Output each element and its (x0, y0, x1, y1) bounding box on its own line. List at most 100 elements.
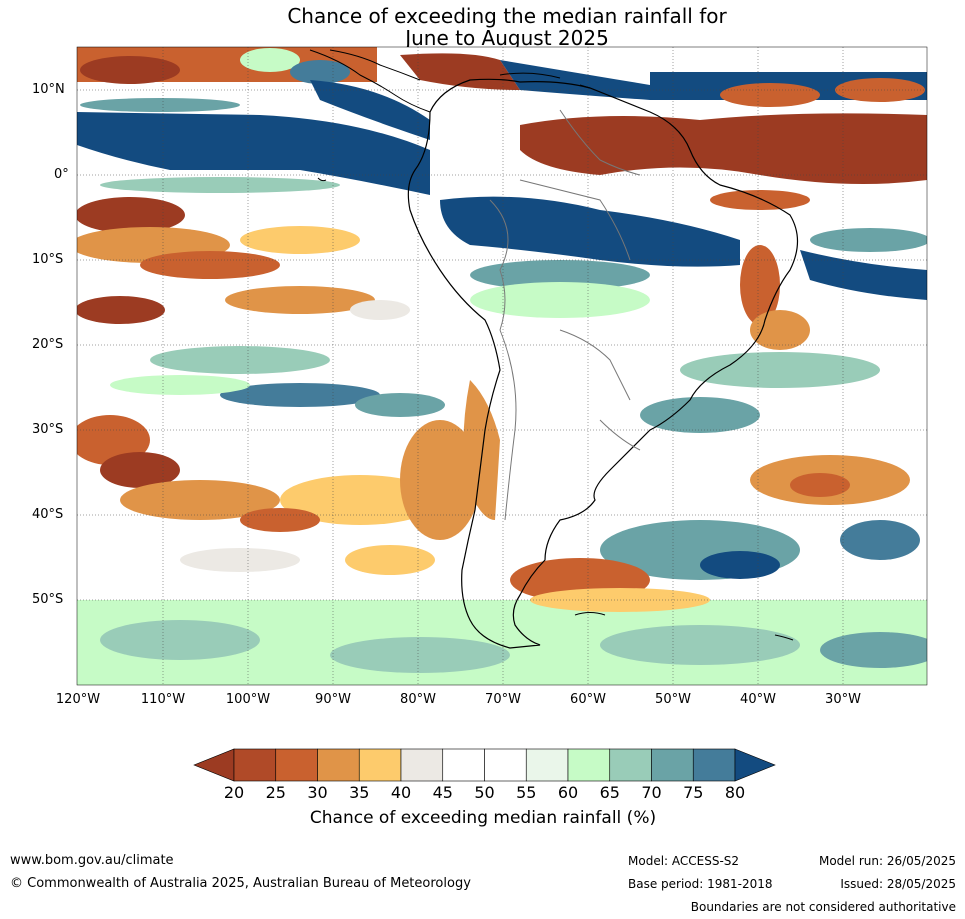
region-atlantic-north-brown-2 (835, 78, 925, 102)
lon-label-100w: 100°W (225, 692, 271, 707)
region-south-atlantic-blue (700, 551, 780, 579)
colorbar-label: Chance of exceeding median rainfall (%) (309, 808, 657, 828)
colorbar-tick-label: 25 (265, 783, 286, 802)
lon-label-30w: 30°W (825, 692, 861, 707)
region-south-teal-4 (820, 632, 927, 668)
website-link[interactable]: www.bom.gov.au/climate (10, 853, 174, 868)
lon-label-70w: 70°W (485, 692, 521, 707)
caribbean-islands (499, 72, 591, 89)
region-south-pacific-orange-2 (280, 475, 440, 525)
boundaries-disclaimer: Boundaries are not considered authoritat… (690, 900, 956, 914)
region-south-atlantic-brown (790, 473, 850, 497)
region-south-pacific-orange-1 (120, 480, 280, 520)
region-atlantic-blue (800, 250, 927, 300)
lon-label-110w: 110°W (140, 692, 186, 707)
lon-label-120w: 120°W (55, 692, 101, 707)
region-equatorial-blue-band (77, 112, 430, 195)
lat-label-10s: 10°S (32, 252, 64, 267)
region-north-green (240, 48, 300, 72)
lon-label-90w: 90°W (315, 692, 351, 707)
colorbar-segment (525, 748, 569, 782)
copyright-text: © Commonwealth of Australia 2025, Austra… (10, 876, 471, 891)
colorbar-extend-high (734, 748, 776, 782)
colorbar-tick-label: 30 (307, 783, 328, 802)
region-north-pacific-dark (80, 56, 180, 84)
lat-label-0: 0° (54, 167, 69, 182)
region-amazon-blue (440, 196, 740, 267)
colorbar-extend-low (193, 748, 235, 782)
colorbar (193, 748, 776, 782)
colorbar-tick-label: 20 (223, 783, 245, 802)
colorbar-tick-label: 55 (516, 783, 537, 802)
colorbar-tick-label: 60 (557, 783, 579, 802)
lat-label-20s: 20°S (32, 337, 64, 352)
falkland-islands (574, 612, 606, 616)
colorbar-segment (275, 748, 318, 782)
colorbar-tick-label: 45 (432, 783, 453, 802)
lon-label-80w: 80°W (400, 692, 436, 707)
region-caribbean-blue (500, 60, 650, 100)
region-amazon-green (470, 282, 650, 318)
region-south-pacific-brown-3 (240, 508, 320, 532)
region-chile-orange (463, 380, 500, 520)
lon-label-40w: 40°W (740, 692, 776, 707)
colorbar-segment (484, 748, 527, 782)
colorbar-tick-label: 80 (724, 783, 746, 802)
region-pacific-green-1 (110, 375, 250, 395)
country-borders (489, 109, 641, 521)
map-frame (76, 46, 928, 686)
issued-date: Issued: 28/05/2025 (840, 877, 956, 891)
colorbar-segment (609, 748, 652, 782)
region-south-atlantic-teal-1 (680, 352, 880, 388)
region-south-pacific-orange-3 (400, 420, 480, 540)
model-run-date: Model run: 26/05/2025 (818, 854, 956, 868)
colorbar-tick-label: 70 (641, 783, 662, 802)
colorbar-segment (651, 748, 694, 782)
grid-lines (77, 47, 927, 685)
colorbar-tick-label: 50 (474, 783, 495, 802)
region-south-teal-3 (600, 625, 800, 665)
region-south-teal-1 (100, 620, 260, 660)
lon-label-50w: 50°W (655, 692, 691, 707)
region-east-brazil-orange (750, 310, 810, 350)
rainfall-map (76, 46, 928, 686)
region-equatorial-green-edge (100, 177, 340, 193)
region-equatorial-blue-edge (80, 98, 240, 112)
lon-label-60w: 60°W (570, 692, 606, 707)
south-america-coastline (407, 78, 799, 649)
lat-label-10n: 10°N (32, 82, 65, 97)
region-north-teal (290, 60, 350, 84)
map-title-line-1: Chance of exceeding the median rainfall … (287, 4, 727, 28)
colorbar-tick-label: 40 (390, 783, 412, 802)
region-pacific-orange-3 (225, 286, 375, 314)
colorbar-segment (233, 748, 277, 782)
colorbar-segment (400, 748, 444, 782)
colorbar-tick-label: 35 (349, 783, 370, 802)
south-georgia (774, 634, 794, 641)
model-name: Model: ACCESS-S2 (628, 854, 740, 868)
base-period: Base period: 1981-2018 (628, 877, 773, 891)
region-south-pacific-gray-1 (180, 548, 300, 572)
region-northern-sa-brown (520, 113, 927, 184)
region-south-pacific-brown-2 (100, 452, 180, 488)
colorbar-segment (317, 748, 360, 782)
region-northern-sa-brown-2 (710, 190, 810, 210)
lat-label-50s: 50°S (32, 592, 64, 607)
colorbar-segment (692, 748, 736, 782)
region-south-atlantic-teal-4 (840, 520, 920, 560)
region-pacific-gray-1 (350, 300, 410, 320)
central-america-coastline (309, 49, 431, 113)
region-south-pacific-orange-4 (345, 545, 435, 575)
region-central-america-blue (310, 80, 430, 140)
region-atlantic-north-brown-1 (720, 83, 820, 107)
region-caribbean-brown (400, 53, 520, 90)
region-pacific-teal-3 (355, 393, 445, 417)
region-pacific-teal-2 (220, 383, 380, 407)
region-pacific-teal-1 (150, 346, 330, 374)
colorbar-tick-label: 75 (683, 783, 704, 802)
region-atlantic-teal (810, 228, 927, 252)
region-south-teal-2 (330, 637, 510, 673)
region-south-atlantic-teal-2 (640, 397, 760, 433)
region-pacific-brown-2 (140, 251, 280, 279)
lat-label-30s: 30°S (32, 422, 64, 437)
